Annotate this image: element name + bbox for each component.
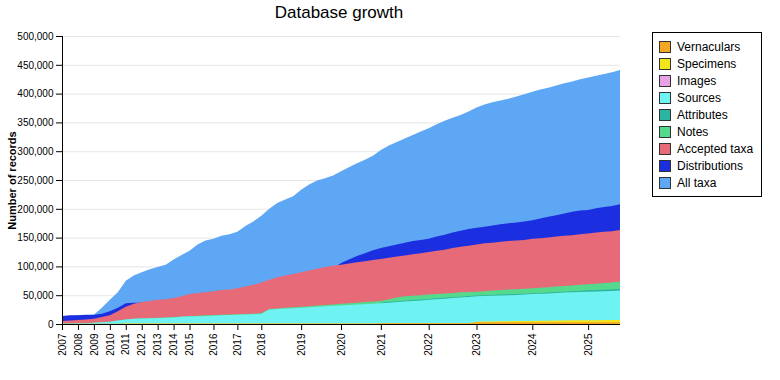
svg-text:2021: 2021	[376, 333, 387, 356]
svg-text:2025: 2025	[583, 333, 594, 356]
svg-text:500,000: 500,000	[17, 31, 54, 42]
html-text:Attributes: Attributes	[677, 107, 728, 122]
svg-text:2013: 2013	[152, 333, 163, 356]
html-text:All taxa: All taxa	[677, 175, 717, 190]
svg-text:2014: 2014	[168, 333, 179, 356]
svg-text:2012: 2012	[136, 333, 147, 356]
svg-text:400,000: 400,000	[17, 88, 54, 99]
svg-text:2007: 2007	[57, 333, 68, 356]
html-text:Vernaculars: Vernaculars	[677, 39, 741, 54]
svg-text:350,000: 350,000	[17, 117, 54, 128]
html-text:Notes: Notes	[677, 124, 709, 139]
svg-text:2024: 2024	[527, 333, 538, 356]
svg-text:300,000: 300,000	[17, 146, 54, 157]
svg-text:2019: 2019	[296, 333, 307, 356]
svg-text:2023: 2023	[471, 333, 482, 356]
svg-text:2020: 2020	[336, 333, 347, 356]
html-text:Database growth: Database growth	[274, 3, 404, 22]
svg-text:2018: 2018	[256, 333, 267, 356]
svg-text:2022: 2022	[423, 333, 434, 356]
html-text:Accepted taxa: Accepted taxa	[677, 141, 754, 156]
svg-text:2011: 2011	[120, 333, 131, 355]
html-text:Sources: Sources	[677, 90, 721, 105]
svg-text:450,000: 450,000	[17, 60, 54, 71]
html-text:Specimens: Specimens	[677, 56, 737, 71]
svg-text:2009: 2009	[89, 333, 100, 356]
svg-text:Number of records: Number of records	[6, 131, 18, 229]
svg-text:2010: 2010	[105, 333, 116, 356]
svg-text:200,000: 200,000	[17, 204, 54, 215]
svg-text:2016: 2016	[208, 333, 219, 356]
svg-text:2017: 2017	[232, 333, 243, 356]
html-text:Distributions: Distributions	[677, 158, 743, 173]
svg-text:0: 0	[48, 319, 54, 330]
svg-text:50,000: 50,000	[23, 290, 54, 301]
svg-text:150,000: 150,000	[17, 232, 54, 243]
svg-text:250,000: 250,000	[17, 175, 54, 186]
svg-text:2008: 2008	[73, 333, 84, 356]
svg-text:100,000: 100,000	[17, 261, 54, 272]
svg-text:2015: 2015	[184, 333, 195, 356]
html-text:Images: Images	[677, 73, 717, 88]
